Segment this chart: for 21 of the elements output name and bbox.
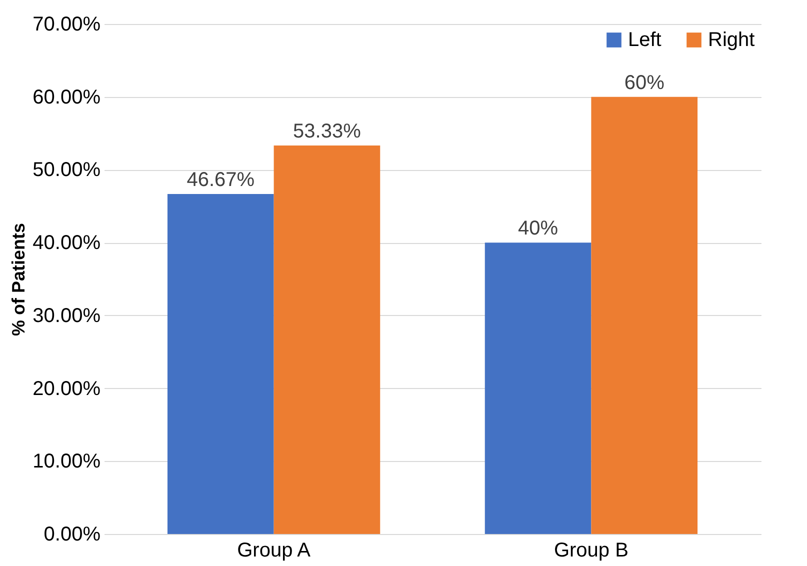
y-tick-label: 60.00%	[32, 86, 101, 108]
bar	[484, 242, 592, 534]
y-tick-label: 10.00%	[32, 450, 101, 473]
x-tick-label: Group A	[237, 540, 312, 562]
y-tick-label: 20.00%	[32, 378, 101, 400]
x-tick-label: Group B	[554, 540, 628, 562]
y-axis-title: % of Patients	[8, 222, 29, 336]
bar	[274, 145, 380, 534]
data-label: 40%	[518, 218, 558, 240]
y-tick-label: 30.00%	[32, 304, 101, 327]
bar	[167, 194, 274, 534]
legend-label: Left	[628, 29, 662, 51]
data-label: 53.33%	[293, 120, 362, 142]
y-tick-label: 70.00%	[32, 14, 101, 36]
y-tick-label: 50.00%	[32, 159, 101, 182]
bar	[591, 96, 698, 534]
data-label: 60%	[624, 72, 665, 94]
y-tick-label: 0.00%	[44, 524, 101, 546]
legend-label: Right	[708, 29, 756, 51]
y-tick-label: 40.00%	[32, 232, 101, 254]
data-label: 46.67%	[186, 168, 255, 191]
